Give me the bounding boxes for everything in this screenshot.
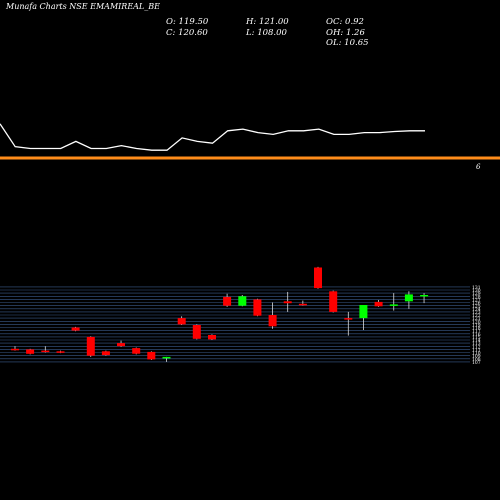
price-axis-label: 120 (472, 319, 481, 325)
price-axis-label: 126 (472, 301, 481, 307)
candle-body (420, 295, 429, 297)
candle-body (162, 356, 171, 359)
price-axis-label: 130 (472, 288, 481, 294)
price-axis-label: 125 (472, 304, 481, 310)
candle-body (389, 304, 398, 306)
separator-label: 6 (476, 163, 481, 171)
candle-body (238, 296, 247, 306)
price-axis-label: 129 (472, 291, 481, 297)
candle-body (344, 318, 353, 320)
oh-value: OH: 1.26 (326, 28, 365, 38)
candle-body (404, 294, 413, 302)
candle-body (268, 315, 277, 327)
price-axis-label: 123 (472, 310, 481, 316)
candle-body (86, 336, 95, 356)
candle-body (314, 267, 322, 289)
candle-body (11, 348, 19, 351)
candle-body (329, 291, 338, 312)
candle-body (192, 325, 201, 339)
price-axis-label: 131 (472, 285, 481, 291)
candle-body (56, 351, 65, 353)
candle-body (208, 335, 216, 340)
price-axis-label: 128 (472, 294, 481, 300)
price-axis-label: 124 (472, 307, 481, 313)
high-value: H: 121.00 (246, 17, 289, 27)
candle-body (223, 296, 232, 306)
low-value: L: 108.00 (246, 28, 287, 38)
candle-body (117, 343, 125, 347)
candle-body (132, 348, 141, 354)
price-axis-label: 119 (472, 322, 481, 328)
price-axis-label: 111 (472, 347, 481, 353)
candle-body (374, 301, 383, 307)
candle-body (26, 349, 35, 354)
candle-body (71, 327, 80, 331)
candle-body (177, 318, 186, 325)
price-axis-label: 122 (472, 313, 481, 319)
candle-body (253, 299, 262, 316)
candle-body (147, 351, 156, 360)
price-axis-label: 118 (472, 326, 481, 332)
price-axis-label: 108 (472, 357, 481, 363)
price-axis-label: 121 (472, 316, 481, 322)
close-value: C: 120.60 (166, 28, 208, 38)
oc-value: OC: 0.92 (326, 17, 364, 27)
price-axis-label: 109 (472, 354, 481, 360)
price-axis-label: 112 (472, 344, 481, 350)
candle-body (101, 351, 110, 356)
ol-value: OL: 10.65 (326, 38, 369, 48)
open-value: O: 119.50 (166, 17, 209, 27)
price-axis-label: 117 (472, 329, 481, 335)
price-axis-label: 127 (472, 297, 481, 303)
price-axis-label: 116 (472, 332, 481, 338)
chart-title: Munafa Charts NSE EMAMIREAL_BE (6, 2, 160, 11)
price-axis-label: 113 (472, 341, 481, 347)
line-series (0, 123, 425, 151)
candle-body (283, 301, 292, 304)
price-axis-label: 114 (472, 338, 481, 344)
price-axis-label: 115 (472, 335, 481, 341)
price-axis-label: 107 (472, 360, 481, 366)
candle-body (41, 350, 50, 353)
candle-body (359, 305, 368, 319)
price-axis-label: 110 (472, 351, 481, 357)
candle-body (298, 303, 307, 306)
